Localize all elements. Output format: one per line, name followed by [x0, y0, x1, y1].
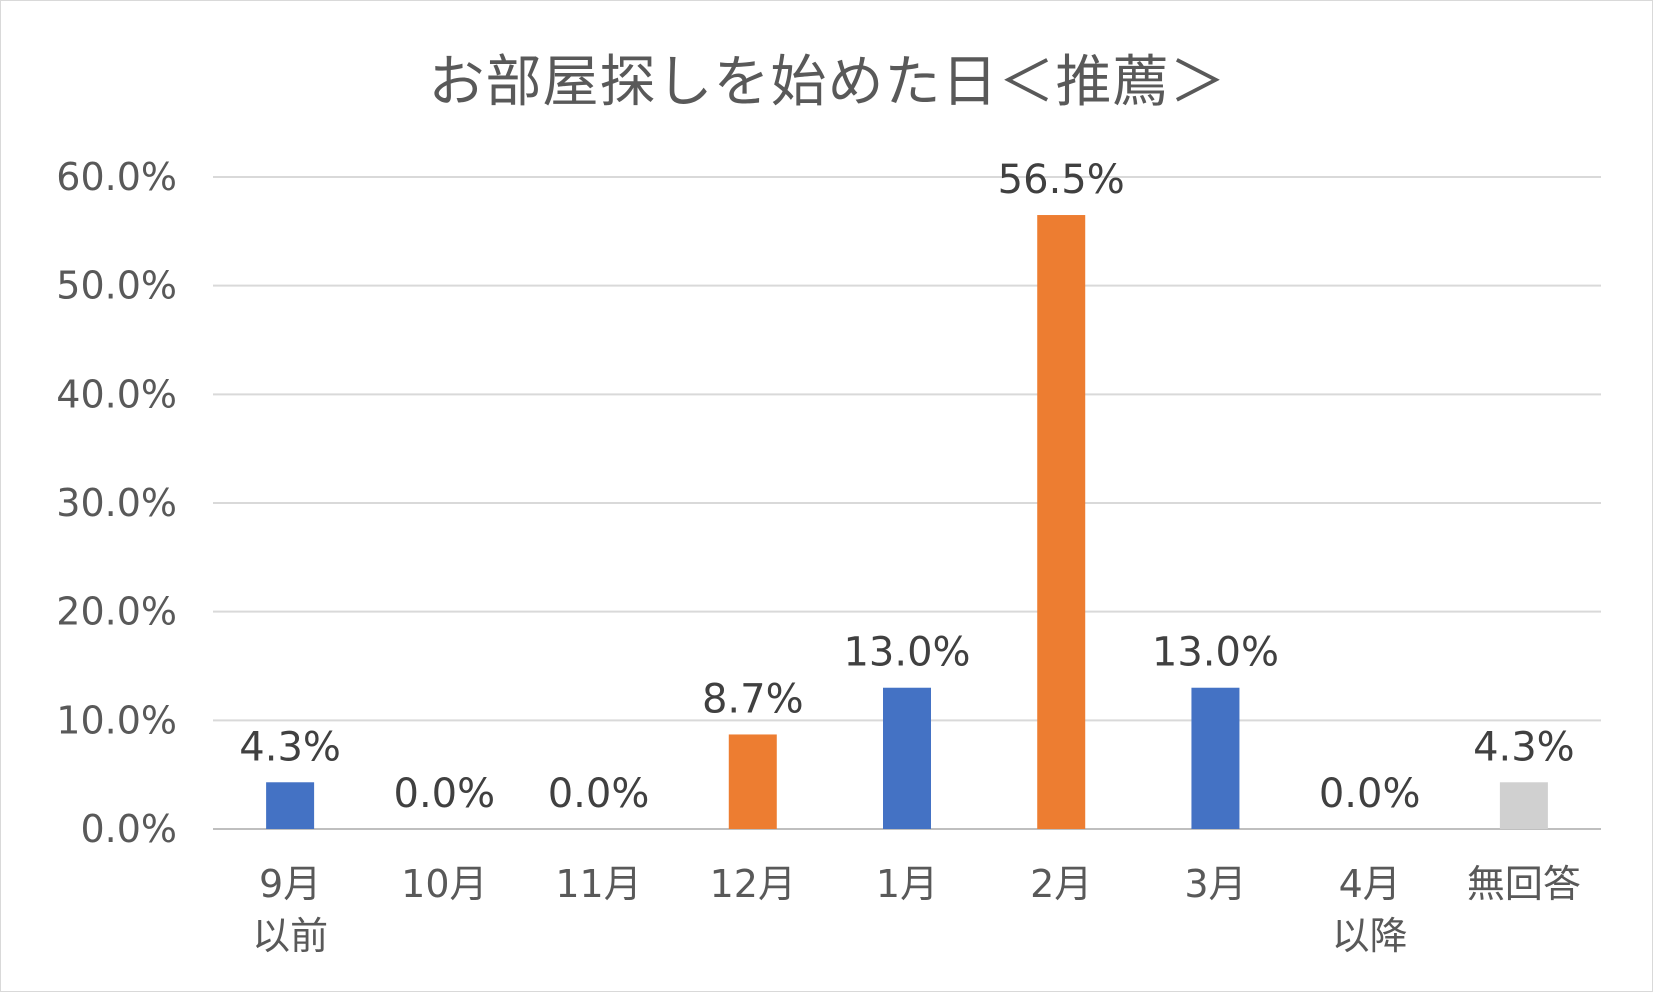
y-tick-label: 50.0%	[56, 264, 177, 308]
x-tick-label: 4月以降	[1332, 862, 1408, 958]
x-tick-label: 10月	[401, 862, 487, 906]
y-tick-label: 0.0%	[80, 807, 177, 851]
x-tick-label: 12月	[710, 862, 796, 906]
data-label: 0.0%	[548, 771, 650, 817]
x-tick-label: 無回答	[1467, 862, 1581, 906]
data-label: 13.0%	[843, 630, 970, 676]
x-tick-label: 9月以前	[252, 862, 328, 958]
data-label: 0.0%	[394, 771, 496, 817]
bar	[728, 734, 777, 829]
y-tick-label: 20.0%	[56, 590, 177, 634]
x-tick-label: 2月	[1030, 862, 1092, 906]
data-label: 56.5%	[998, 157, 1125, 203]
y-tick-label: 10.0%	[56, 698, 177, 742]
y-tick-label: 60.0%	[56, 155, 177, 199]
x-tick-label: 11月	[555, 862, 641, 906]
chart-title: お部屋探しを始めた日＜推薦＞	[428, 50, 1227, 115]
y-tick-label: 30.0%	[56, 481, 177, 525]
x-tick-label: 1月	[876, 862, 938, 906]
x-tick-label: 3月	[1184, 862, 1246, 906]
bar	[266, 782, 315, 829]
bar	[1037, 215, 1086, 830]
bar	[1499, 782, 1548, 829]
bar	[883, 687, 931, 829]
data-label: 0.0%	[1319, 771, 1421, 817]
data-label: 4.3%	[239, 724, 341, 770]
data-label: 13.0%	[1152, 630, 1279, 676]
bar	[1191, 687, 1240, 829]
data-label: 8.7%	[702, 676, 804, 722]
y-tick-label: 40.0%	[56, 372, 177, 416]
data-label: 4.3%	[1473, 724, 1575, 770]
